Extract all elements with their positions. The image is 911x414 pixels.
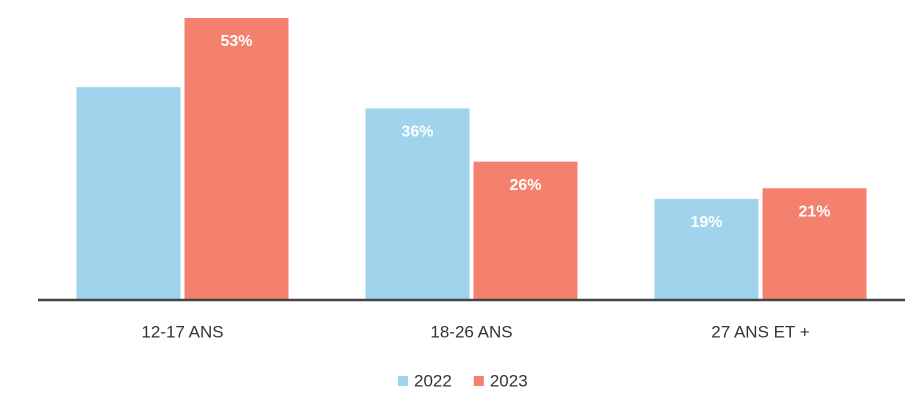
x-tick-label: 27 ANS ET + bbox=[711, 322, 810, 341]
legend-label: 2023 bbox=[490, 371, 528, 390]
bar bbox=[365, 108, 470, 301]
bar bbox=[184, 18, 289, 300]
bar bbox=[76, 87, 181, 300]
value-label: 26% bbox=[509, 177, 541, 194]
bar bbox=[762, 188, 867, 300]
x-tick-label: 18-26 ANS bbox=[430, 322, 512, 341]
value-label: 19% bbox=[690, 214, 722, 231]
legend-label: 2022 bbox=[414, 371, 452, 390]
legend-swatch bbox=[473, 376, 484, 386]
value-label: 53% bbox=[220, 33, 252, 50]
x-tick-label: 12-17 ANS bbox=[141, 322, 223, 341]
bar bbox=[473, 161, 578, 300]
bar bbox=[654, 198, 759, 300]
value-label: 21% bbox=[798, 203, 830, 220]
legend-swatch bbox=[398, 376, 408, 386]
value-label: 36% bbox=[401, 124, 433, 141]
